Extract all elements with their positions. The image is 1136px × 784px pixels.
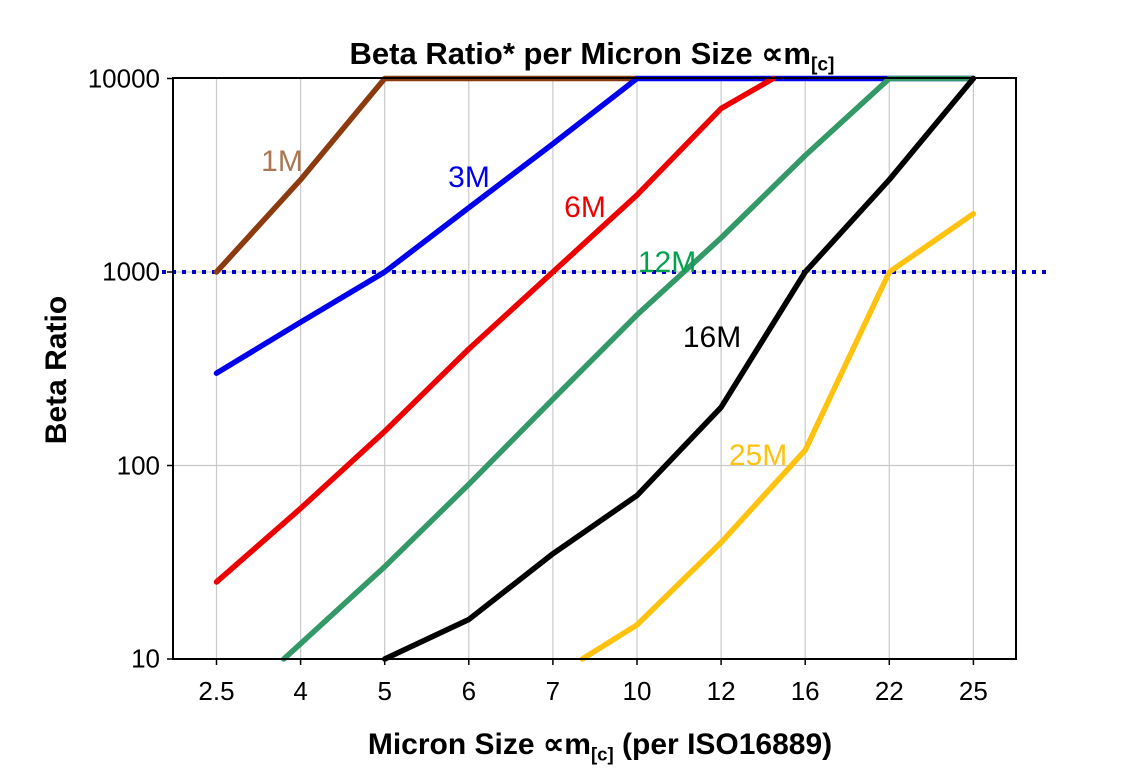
series-label-12M: 12M [637, 246, 697, 279]
series-lines [213, 75, 977, 662]
x-axis-title-suffix: (per ISO16889) [613, 728, 833, 761]
series-label-25M: 25M [728, 439, 788, 472]
y-tick-label-10: 10 [131, 643, 160, 674]
series-line-16M [381, 75, 977, 662]
x-axis-title-subscript: [c] [590, 743, 614, 765]
x-tick-label-5: 5 [377, 676, 392, 706]
series-label-1M: 1M [261, 145, 303, 178]
series-line-6M [213, 75, 776, 585]
series-label-16M: 16M [682, 321, 742, 354]
plot-frame [172, 77, 1017, 660]
y-tick-label-100: 100 [116, 450, 160, 480]
chart-title-symbol: ∝m [761, 36, 811, 71]
x-tick-label-2.5: 2.5 [198, 676, 235, 706]
chart-title: Beta Ratio* per Micron Size ∝m[c] [24, 36, 1136, 77]
x-axis-title: Micron Size ∝m[c] (per ISO16889) [32, 727, 1136, 766]
plot-border [172, 77, 1017, 660]
y-tick-label-1000: 1000 [102, 256, 160, 287]
series-line-12M [281, 75, 977, 662]
series-label-3M: 3M [448, 161, 490, 194]
x-tick-label-22: 22 [874, 676, 904, 706]
x-axis-title-text: Micron Size [367, 728, 543, 761]
gridlines [167, 77, 1016, 665]
x-tick-label-12: 12 [706, 676, 736, 706]
y-tick-label-10000: 10000 [87, 63, 160, 93]
chart-title-text: Beta Ratio* per Micron Size [349, 36, 762, 71]
x-tick-label-16: 16 [790, 676, 820, 706]
x-tick-label-4: 4 [293, 676, 308, 706]
series-label-6M: 6M [564, 191, 606, 224]
x-tick-label-6: 6 [461, 676, 477, 706]
chart-title-subscript: [c] [810, 54, 835, 76]
x-axis-title-symbol: ∝m [542, 728, 591, 761]
x-tick-label-10: 10 [622, 676, 652, 706]
x-tick-label-7: 7 [545, 676, 561, 706]
x-tick-label-25: 25 [958, 676, 988, 706]
series-line-25M [579, 211, 977, 662]
